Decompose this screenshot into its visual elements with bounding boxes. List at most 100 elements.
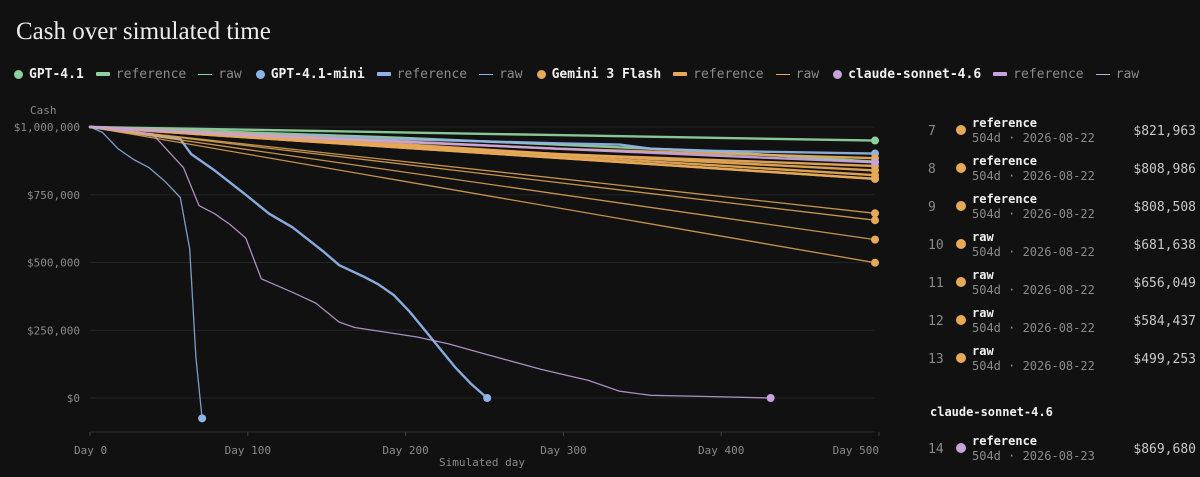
leaderboard-row[interactable]: 8 reference 504d · 2026-08-22 $808,986 — [920, 154, 1196, 197]
row-color-dot — [956, 277, 966, 287]
x-tick-label: Day 0 — [74, 444, 107, 457]
legend-raw[interactable]: raw — [479, 66, 523, 82]
x-tick-label: Day 500 — [833, 444, 879, 457]
series-line — [89, 126, 876, 264]
legend-dot — [536, 69, 546, 79]
series-line — [88, 125, 877, 142]
series-end-marker — [871, 258, 879, 267]
legend-reference[interactable]: reference — [376, 67, 467, 82]
legend-reference-label: reference — [115, 66, 187, 82]
row-run-name: raw — [972, 306, 994, 320]
legend-raw-label: raw — [1115, 66, 1140, 82]
row-cash-value: $584,437 — [1133, 314, 1196, 329]
legend-reference[interactable]: reference — [993, 66, 1084, 82]
series-line — [88, 125, 877, 164]
row-rank: 11 — [928, 276, 944, 291]
x-tick-label: Day 200 — [382, 444, 428, 457]
series-line — [89, 126, 876, 214]
series-line — [89, 126, 876, 221]
row-run-name: reference — [972, 154, 1038, 168]
row-meta: 504d · 2026-08-22 — [972, 283, 1095, 297]
leaderboard-row[interactable]: 7 reference 504d · 2026-08-22 $821,963 — [920, 116, 1196, 159]
row-meta: 504d · 2026-08-22 — [972, 169, 1095, 183]
series-end-marker — [871, 235, 879, 244]
row-rank: 8 — [928, 162, 936, 177]
legend-raw-label: raw — [218, 66, 242, 82]
leaderboard-row[interactable]: 14 reference 504d · 2026-08-23 $869,680 — [920, 434, 1196, 477]
row-rank: 13 — [928, 352, 944, 367]
chart-legend: GPT-4.1 reference raw GPT-4.1-mini reference… — [14, 64, 1153, 84]
row-color-dot — [956, 163, 966, 173]
y-tick-label: $0 — [67, 392, 80, 405]
series-end-marker — [483, 394, 492, 402]
legend-model-name: claude-sonnet-4.6 — [848, 66, 982, 82]
legend-dot — [255, 69, 265, 79]
row-cash-value: $681,638 — [1133, 238, 1196, 253]
leaderboard-row[interactable]: 13 raw 504d · 2026-08-22 $499,253 — [920, 344, 1196, 387]
series-end-marker — [871, 209, 879, 218]
legend-model[interactable]: claude-sonnet-4.6 reference raw — [833, 67, 1139, 82]
legend-model[interactable]: Gemini 3 Flash reference raw — [536, 66, 819, 82]
y-tick-label: $1,000,000 — [14, 121, 80, 134]
row-rank: 7 — [928, 124, 936, 139]
legend-dot — [14, 69, 23, 79]
leaderboard-row[interactable]: 11 raw 504d · 2026-08-22 $656,049 — [920, 268, 1196, 311]
series-line — [89, 126, 203, 419]
y-axis-label: Cash — [30, 104, 57, 117]
row-rank: 12 — [928, 314, 944, 329]
leaderboard-row[interactable]: 10 raw 504d · 2026-08-22 $681,638 — [920, 230, 1196, 273]
legend-reference[interactable]: reference — [95, 66, 187, 82]
leaderboard-panel: 7 reference 504d · 2026-08-22 $821,963 8 refe… — [920, 0, 1200, 474]
row-run-name: raw — [972, 344, 994, 358]
y-tick-label: $750,000 — [27, 189, 80, 202]
legend-model-name: Gemini 3 Flash — [551, 66, 662, 82]
legend-reference[interactable]: reference — [673, 66, 764, 82]
legend-model[interactable]: GPT-4.1-mini reference raw — [255, 66, 523, 82]
legend-model-name: GPT-4.1 — [29, 66, 84, 82]
series-line — [88, 125, 877, 181]
row-color-dot — [956, 443, 966, 453]
x-tick-label: Day 300 — [540, 444, 586, 457]
row-run-name: reference — [972, 434, 1038, 448]
legend-reference-label: reference — [693, 66, 764, 82]
row-cash-value: $821,963 — [1133, 124, 1196, 139]
series-end-marker — [871, 174, 879, 183]
row-cash-value: $808,508 — [1133, 200, 1196, 215]
page-title: Cash over simulated time — [16, 18, 271, 45]
row-color-dot — [956, 125, 966, 135]
row-meta: 504d · 2026-08-22 — [972, 321, 1095, 335]
legend-raw[interactable]: raw — [775, 67, 819, 82]
legend-model[interactable]: GPT-4.1 reference raw — [14, 67, 242, 82]
legend-reference-label: reference — [1013, 66, 1084, 82]
series-end-marker — [766, 394, 775, 402]
y-tick-label: $250,000 — [27, 324, 80, 337]
row-cash-value: $808,986 — [1133, 162, 1196, 177]
leaderboard-row[interactable]: 9 reference 504d · 2026-08-22 $808,508 — [920, 192, 1196, 235]
legend-dot — [833, 69, 843, 79]
row-color-dot — [956, 353, 966, 363]
row-meta: 504d · 2026-08-22 — [972, 359, 1095, 373]
row-meta: 504d · 2026-08-23 — [972, 449, 1095, 463]
row-color-dot — [956, 315, 966, 325]
row-run-name: reference — [972, 192, 1038, 206]
x-axis-label: Simulated day — [439, 456, 525, 469]
leaderboard-group-header: claude-sonnet-4.6 — [930, 405, 1053, 419]
series-end-marker — [871, 216, 879, 225]
row-meta: 504d · 2026-08-22 — [972, 131, 1095, 145]
row-meta: 504d · 2026-08-22 — [972, 245, 1095, 259]
leaderboard-row[interactable]: 12 raw 504d · 2026-08-22 $584,437 — [920, 306, 1196, 349]
legend-raw-label: raw — [499, 66, 523, 82]
cash-chart: $0 $250,000 $500,000 $750,000 $1,000,000 Cash… — [14, 104, 880, 469]
legend-raw[interactable]: raw — [1095, 66, 1140, 82]
y-tick-label: $500,000 — [27, 257, 80, 270]
row-run-name: reference — [972, 116, 1038, 130]
row-cash-value: $499,253 — [1133, 352, 1196, 367]
row-rank: 14 — [928, 442, 944, 457]
row-color-dot — [956, 201, 966, 211]
series-end-marker — [198, 414, 207, 423]
series-line — [89, 126, 876, 241]
legend-raw[interactable]: raw — [198, 66, 242, 82]
row-color-dot — [956, 239, 966, 249]
row-cash-value: $656,049 — [1133, 276, 1196, 291]
x-tick-label: Day 100 — [225, 444, 271, 457]
